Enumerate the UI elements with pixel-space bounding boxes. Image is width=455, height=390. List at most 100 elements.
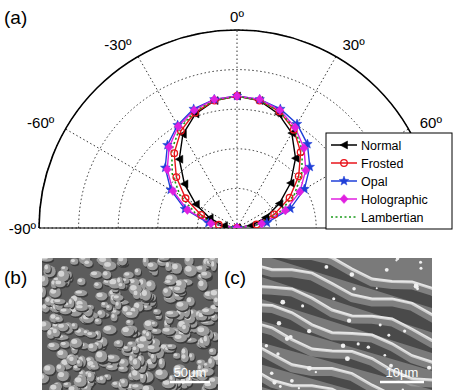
data-point: [171, 150, 178, 157]
texture: [159, 258, 165, 259]
texture: [106, 305, 109, 308]
texture: [197, 327, 204, 332]
texture: [197, 266, 202, 270]
texture: [87, 332, 92, 335]
texture: [145, 331, 151, 340]
texture: [154, 369, 168, 380]
texture: [68, 355, 77, 365]
texture: [125, 311, 138, 318]
legend-marker: [340, 141, 348, 149]
texture: [132, 370, 137, 376]
texture: [352, 287, 356, 291]
texture: [262, 308, 432, 367]
texture: [133, 291, 137, 296]
texture: [48, 343, 54, 347]
texture: [181, 353, 189, 362]
texture: [78, 278, 82, 282]
texture: [357, 342, 360, 345]
texture: [88, 372, 92, 377]
texture: [104, 326, 111, 331]
texture: [172, 264, 178, 270]
texture: [301, 304, 304, 307]
scale-bar-label: 50μm: [174, 365, 207, 380]
texture: [54, 299, 60, 302]
texture: [383, 354, 386, 357]
texture: [94, 318, 101, 324]
grid-spoke: [138, 57, 237, 228]
texture: [87, 343, 97, 352]
texture: [54, 280, 65, 287]
texture: [115, 340, 123, 347]
sem-image: [42, 258, 218, 390]
texture: [130, 285, 137, 290]
tick-label: -30º: [104, 36, 132, 53]
data-point: [233, 224, 241, 232]
data-point: [174, 122, 182, 131]
texture: [276, 352, 279, 355]
data-point: [275, 200, 283, 208]
tick-label: 30º: [343, 36, 366, 53]
texture: [97, 293, 103, 297]
texture: [45, 297, 49, 302]
texture: [42, 288, 43, 294]
legend-label: Frosted: [361, 157, 403, 171]
image-background: [42, 258, 218, 390]
texture: [77, 278, 85, 285]
texture: [59, 308, 71, 314]
texture: [208, 358, 212, 363]
texture: [298, 387, 300, 389]
texture: [214, 297, 218, 302]
texture: [164, 280, 176, 286]
legend-marker: [340, 195, 348, 204]
texture: [197, 279, 207, 291]
texture: [396, 258, 399, 260]
texture: [103, 271, 108, 275]
texture: [55, 317, 59, 320]
data-point: [192, 200, 200, 208]
tick-label: 0º: [230, 8, 244, 25]
scale-bar: [380, 381, 424, 384]
texture: [159, 359, 162, 364]
texture: [106, 354, 119, 362]
texture: [196, 326, 209, 336]
legend-marker: [339, 176, 349, 185]
texture: [116, 340, 120, 344]
texture: [75, 377, 81, 382]
texture: [197, 360, 201, 363]
axis-arc: [39, 30, 435, 228]
texture: [185, 266, 192, 272]
data-point: [233, 224, 241, 233]
texture: [112, 295, 123, 301]
texture: [108, 355, 115, 359]
texture: [84, 260, 89, 264]
texture: [95, 292, 107, 300]
grid-spoke: [237, 30, 238, 228]
texture: [43, 364, 55, 374]
texture: [200, 271, 211, 279]
texture: [209, 348, 217, 355]
grid-arc: [39, 30, 435, 228]
texture: [119, 367, 124, 370]
texture: [133, 347, 137, 351]
texture: [202, 309, 209, 313]
texture: [152, 329, 157, 332]
texture: [332, 297, 335, 300]
texture: [118, 282, 126, 289]
texture: [132, 358, 141, 369]
texture: [151, 321, 158, 327]
texture: [96, 351, 102, 357]
texture: [325, 265, 329, 269]
texture: [117, 258, 127, 265]
texture: [146, 344, 160, 352]
texture: [51, 280, 54, 284]
texture: [158, 358, 165, 369]
texture: [143, 258, 146, 262]
texture: [123, 346, 132, 352]
texture: [182, 354, 186, 358]
texture: [57, 270, 69, 282]
texture: [350, 272, 355, 277]
texture: [42, 286, 46, 297]
texture: [152, 322, 155, 325]
scale-bar: [170, 381, 210, 384]
texture: [184, 258, 193, 266]
